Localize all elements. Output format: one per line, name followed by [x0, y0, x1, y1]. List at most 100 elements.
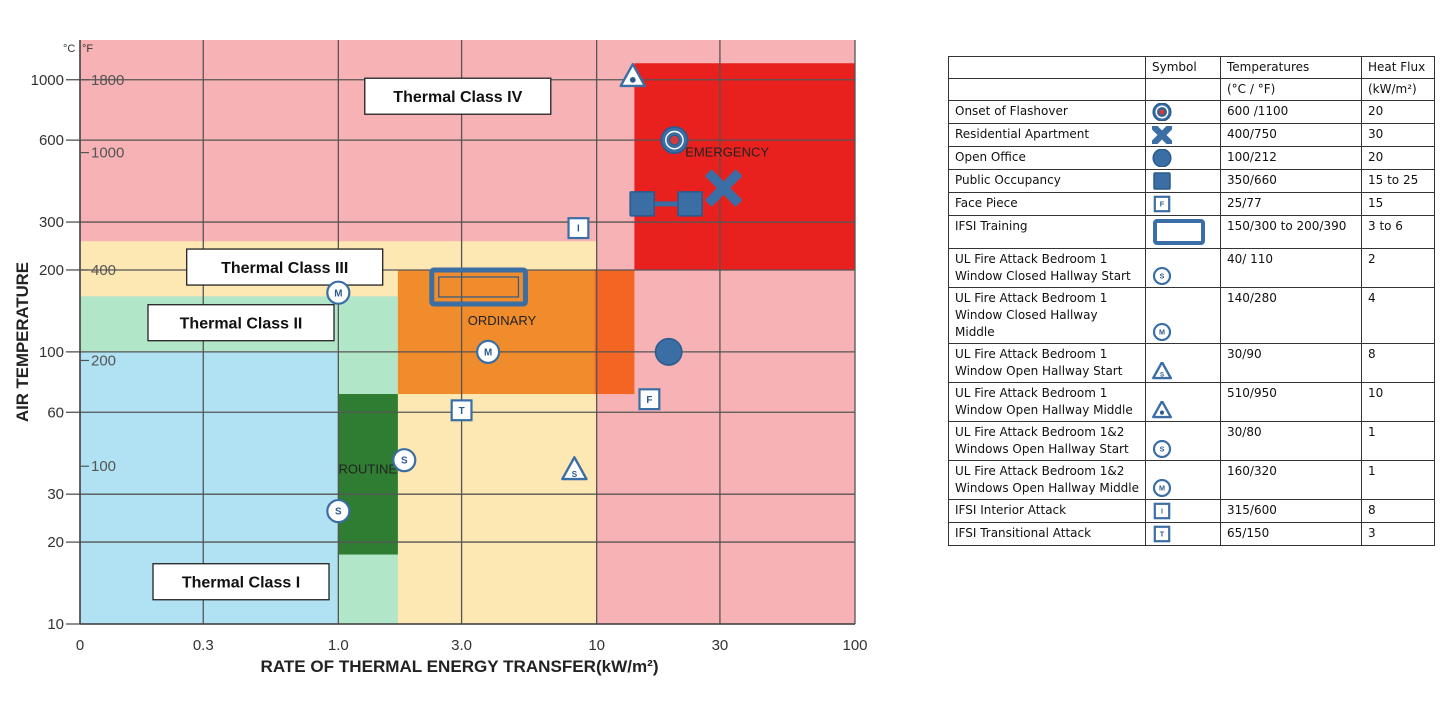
f-tick-label: 200 — [91, 352, 116, 369]
box-I-icon: I — [1153, 502, 1171, 520]
legend-row-temperatures: 350/660 — [1220, 169, 1362, 193]
marker-shape — [629, 191, 655, 217]
legend-row-temperatures: 30/80 — [1220, 421, 1362, 461]
box-F-icon: F — [1153, 195, 1171, 213]
legend-symbol-marker: S — [1152, 267, 1172, 285]
legend-row-heat-flux: 1 — [1361, 421, 1435, 461]
marker-shape — [1152, 267, 1172, 285]
marker-shape — [1153, 219, 1205, 245]
marker-shape — [567, 217, 590, 240]
legend-header-row: Symbol Temperatures Heat Flux — [948, 56, 1435, 79]
legend-row-symbol: S — [1145, 343, 1221, 383]
legend-row-temperatures: 140/280 — [1220, 287, 1362, 344]
legend-row-heat-flux: 8 — [1361, 499, 1435, 523]
marker-shape — [1152, 479, 1172, 497]
f-tick-label: 1000 — [91, 145, 124, 162]
circle-M-icon: M — [1152, 323, 1172, 341]
symbol-legend-table: Symbol Temperatures Heat Flux (°C / °F) … — [948, 56, 1435, 546]
circle-S-icon: S — [1152, 267, 1172, 285]
marker-core — [1158, 108, 1166, 116]
cross-icon — [1152, 126, 1172, 144]
class-label-box — [152, 563, 330, 601]
region-routine — [338, 394, 398, 555]
marker-letter: F — [1160, 200, 1165, 209]
marker-dot — [629, 77, 636, 83]
legend-symbol-marker: M — [1152, 479, 1172, 497]
marker-shape — [450, 399, 473, 422]
f-tick-label: 100 — [91, 458, 116, 475]
marker-shape — [326, 280, 351, 305]
x-tick-label: 0.3 — [193, 637, 214, 654]
legend-row: Onset of Flashover 600 /1100 20 — [948, 100, 1435, 124]
legend-row-heat-flux: 2 — [1361, 248, 1435, 288]
triangle-dot-icon — [1152, 401, 1172, 419]
marker-shape — [704, 169, 743, 207]
legend-row-symbol — [1145, 100, 1221, 124]
x-axis-title: RATE OF THERMAL ENERGY TRANSFER(kW/m²) — [261, 657, 659, 676]
data-point-box-I-marker: I — [567, 217, 590, 240]
data-point-circle-S-marker: S — [392, 448, 417, 473]
y-tick-label: 10 — [47, 616, 64, 633]
legend-row-temperatures: 65/150 — [1220, 522, 1362, 546]
f-tick-label: 400 — [91, 262, 116, 279]
y-tick-label: 600 — [39, 132, 64, 149]
x-tick-label: 10 — [588, 637, 605, 654]
zone-label-routine: ROUTINE — [339, 461, 398, 476]
zone-label-emergency: EMERGENCY — [685, 145, 769, 160]
class-label-thermal-class-ii: Thermal Class II — [180, 316, 303, 333]
legend-row: UL Fire Attack Bedroom 1&2 Windows Open … — [948, 460, 1435, 500]
data-point-box-F-marker: F — [638, 388, 661, 411]
marker-letter: S — [572, 469, 578, 479]
legend-symbol-marker — [1153, 172, 1171, 190]
data-point-flashover-marker — [660, 126, 689, 155]
data-point-square-marker — [677, 191, 703, 217]
data-point-circle-M-marker: M — [476, 339, 501, 364]
marker-dot — [1159, 410, 1165, 415]
marker-shape — [1153, 195, 1171, 213]
legend-row-symbol: I — [1145, 499, 1221, 523]
legend-row: IFSI Transitional Attack T 65/150 3 — [948, 522, 1435, 546]
legend-row-name: UL Fire Attack Bedroom 1 Window Open Hal… — [948, 343, 1146, 383]
legend-row-heat-flux: 4 — [1361, 287, 1435, 344]
class-label-box — [186, 248, 384, 286]
y-tick-label: 100 — [39, 344, 64, 361]
legend-body: Onset of Flashover 600 /1100 20 Residential… — [948, 100, 1435, 546]
marker-shape — [677, 191, 703, 217]
y-tick-label: 1000 — [31, 72, 64, 89]
circle-S-icon: S — [1152, 440, 1172, 458]
marker-letter: S — [1160, 371, 1164, 378]
y-tick-label: 200 — [39, 262, 64, 279]
legend-row: UL Fire Attack Bedroom 1 Window Open Hal… — [948, 382, 1435, 422]
ifsi-training-range-marker — [429, 267, 528, 307]
legend-row-name: Open Office — [948, 146, 1146, 170]
circle-icon — [1152, 149, 1172, 167]
legend-row-symbol — [1145, 123, 1221, 147]
legend-row-heat-flux: 8 — [1361, 343, 1435, 383]
legend-row-symbol: S — [1145, 248, 1221, 288]
units-temperatures: (°C / °F) — [1220, 78, 1362, 101]
marker-letter: I — [1161, 507, 1163, 516]
legend-row-temperatures: 400/750 — [1220, 123, 1362, 147]
legend-symbol-marker — [1152, 103, 1172, 121]
legend-row-symbol — [1145, 169, 1221, 193]
data-point-square-marker — [629, 191, 655, 217]
legend-row-heat-flux: 3 — [1361, 522, 1435, 546]
legend-row: IFSI Interior Attack I 315/600 8 — [948, 499, 1435, 523]
marker-shape — [326, 498, 351, 524]
header-name — [948, 56, 1146, 79]
legend-row-temperatures: 25/77 — [1220, 192, 1362, 216]
legend-row-heat-flux: 30 — [1361, 123, 1435, 147]
legend-symbol-marker: S — [1152, 362, 1172, 380]
legend-symbol-marker — [1152, 149, 1172, 167]
f-tick-label: 1800 — [91, 72, 124, 89]
legend-row-name: Public Occupancy — [948, 169, 1146, 193]
marker-shape — [1152, 401, 1172, 419]
class-label-thermal-class-i: Thermal Class I — [182, 575, 300, 592]
legend-symbol-marker: I — [1153, 502, 1171, 520]
legend-row-name: Face Piece — [948, 192, 1146, 216]
square-icon — [1153, 172, 1171, 190]
legend-row-symbol: T — [1145, 522, 1221, 546]
legend-row-temperatures: 40/ 110 — [1220, 248, 1362, 288]
marker-shape — [1152, 362, 1172, 380]
legend-symbol-marker — [1153, 219, 1205, 245]
